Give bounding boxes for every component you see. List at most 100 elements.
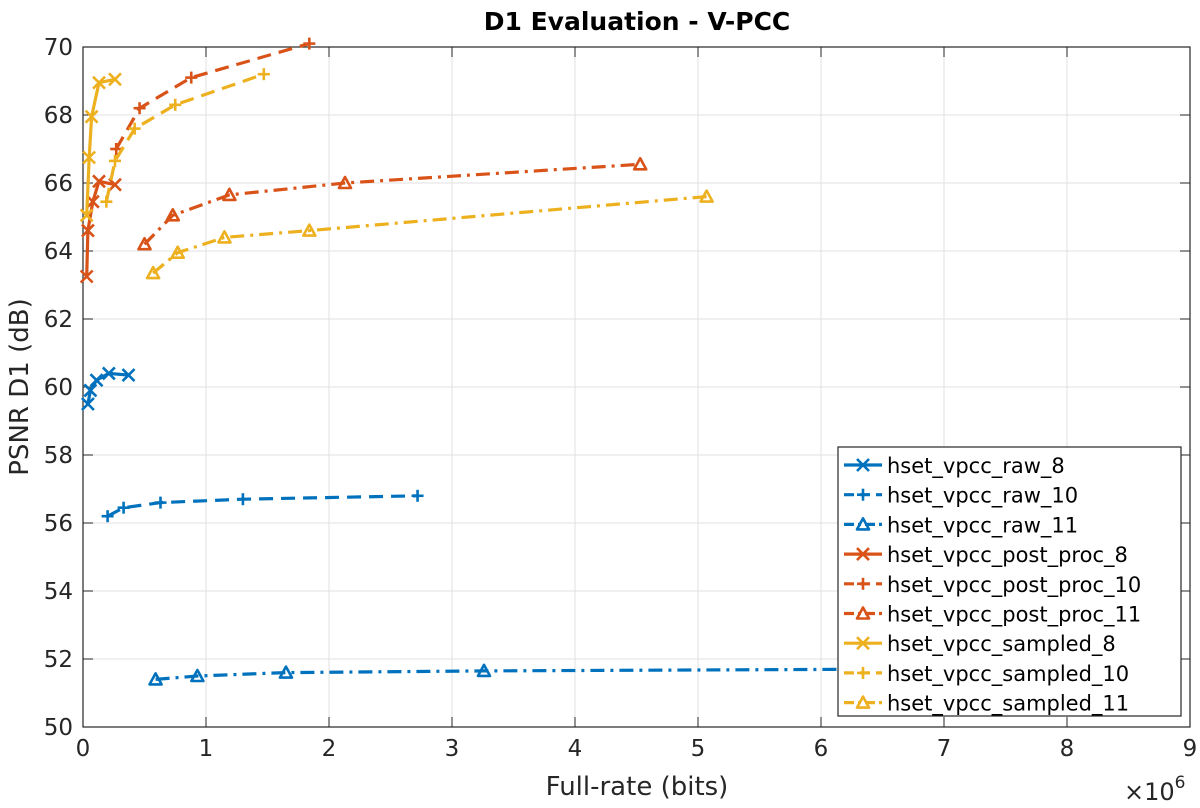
x-tick-label: 5 (691, 736, 706, 762)
data-point (108, 177, 122, 192)
data-point (81, 223, 95, 238)
legend-label: hset_vpcc_post_proc_11 (887, 603, 1141, 628)
y-tick-label: 62 (44, 307, 73, 333)
series-hset_vpcc_post_proc_10 (110, 37, 316, 155)
data-point (154, 496, 167, 509)
legend-marker (855, 606, 871, 620)
data-point (632, 157, 648, 171)
legend-box (837, 446, 1182, 717)
y-tick-label: 70 (44, 35, 73, 61)
x-tick-label: 7 (937, 736, 952, 762)
data-point (84, 109, 99, 124)
legend: hset_vpcc_raw_8 hset_vpcc_raw_10 hset_vpcc… (837, 446, 1182, 717)
legend-marker (855, 517, 871, 531)
series-line (152, 195, 707, 275)
data-point (89, 373, 104, 388)
data-point (101, 366, 116, 381)
legend-marker (857, 488, 869, 501)
data-point (165, 208, 181, 222)
data-point (117, 501, 130, 514)
legend-label: hset_vpcc_raw_10 (887, 484, 1078, 509)
y-tick-label: 54 (44, 579, 73, 605)
legend-item: hset_vpcc_post_proc_8 (844, 543, 1128, 568)
data-point (108, 154, 121, 167)
data-point (337, 175, 353, 190)
legend-item: hset_vpcc_sampled_10 (844, 662, 1129, 687)
legend-item: hset_vpcc_raw_11 (844, 513, 1078, 538)
y-tick-label: 68 (44, 103, 73, 129)
series-hset_vpcc_raw_8 (81, 366, 136, 411)
data-point (222, 187, 237, 202)
legend-item: hset_vpcc_post_proc_10 (844, 573, 1141, 598)
data-point (82, 150, 97, 165)
x-axis-multiplier-base: ×10 (1124, 778, 1175, 806)
data-point (121, 368, 136, 383)
series-hset_vpcc_raw_10 (101, 489, 424, 523)
data-point (217, 230, 232, 244)
series-hset_vpcc_sampled_10 (100, 68, 270, 208)
data-point (145, 265, 161, 280)
series-group (79, 37, 890, 686)
data-point (185, 71, 198, 84)
x-axis-multiplier-exponent: 6 (1175, 773, 1186, 793)
legend-item: hset_vpcc_sampled_8 (844, 632, 1116, 657)
series-hset_vpcc_sampled_11 (145, 189, 714, 280)
legend-label: hset_vpcc_sampled_8 (887, 632, 1116, 657)
data-point (101, 510, 114, 523)
x-axis-multiplier: ×106 (1124, 773, 1185, 806)
data-point (302, 223, 317, 237)
x-tick-label: 8 (1060, 736, 1075, 762)
legend-marker (856, 547, 870, 562)
x-tick-label: 4 (568, 736, 583, 762)
y-axis-label: PSNR D1 (dB) (5, 298, 35, 475)
legend-item: hset_vpcc_raw_10 (844, 484, 1078, 509)
data-point (148, 672, 163, 686)
series-hset_vpcc_post_proc_11 (137, 157, 648, 251)
x-tick-label: 3 (445, 736, 460, 762)
data-point (128, 122, 141, 135)
data-point (108, 72, 122, 87)
x-tick-label: 0 (76, 736, 91, 762)
data-point (278, 665, 294, 679)
legend-label: hset_vpcc_sampled_10 (887, 662, 1129, 687)
y-tick-label: 58 (44, 443, 73, 469)
data-point (100, 195, 113, 208)
legend-marker (855, 695, 871, 709)
data-point (699, 189, 714, 203)
y-tick-label: 52 (44, 647, 73, 673)
x-tick-label: 9 (1183, 736, 1198, 762)
data-point (79, 208, 94, 223)
data-point (190, 668, 205, 683)
legend-item: hset_vpcc_sampled_11 (844, 692, 1129, 717)
y-tick-label: 56 (44, 511, 73, 537)
legend-marker (857, 577, 869, 590)
legend-marker (856, 458, 870, 472)
legend-label: hset_vpcc_sampled_11 (887, 692, 1129, 717)
series-line (143, 162, 641, 246)
data-point (83, 383, 98, 398)
legend-label: hset_vpcc_post_proc_10 (887, 573, 1141, 598)
legend-label: hset_vpcc_post_proc_8 (887, 543, 1128, 568)
data-point (133, 102, 146, 115)
legend-marker (857, 666, 869, 679)
y-tick-label: 66 (44, 171, 73, 197)
data-point (110, 143, 123, 155)
y-tick-label: 64 (44, 239, 73, 265)
data-point (79, 269, 94, 284)
legend-marker (856, 636, 870, 651)
legend-item: hset_vpcc_raw_8 (844, 454, 1065, 479)
x-tick-label: 6 (814, 736, 829, 762)
x-tick-label: 1 (199, 736, 214, 762)
series-line (114, 42, 310, 150)
x-tick-label: 2 (322, 736, 337, 762)
legend-label: hset_vpcc_raw_8 (887, 454, 1065, 479)
data-point (257, 68, 270, 81)
legend-item: hset_vpcc_post_proc_11 (844, 603, 1141, 628)
data-point (92, 174, 106, 189)
data-point (303, 37, 316, 50)
legend-label: hset_vpcc_raw_11 (887, 513, 1078, 538)
data-point (81, 397, 95, 411)
data-point (137, 236, 152, 251)
chart-title: D1 Evaluation - V-PCC (484, 7, 791, 36)
